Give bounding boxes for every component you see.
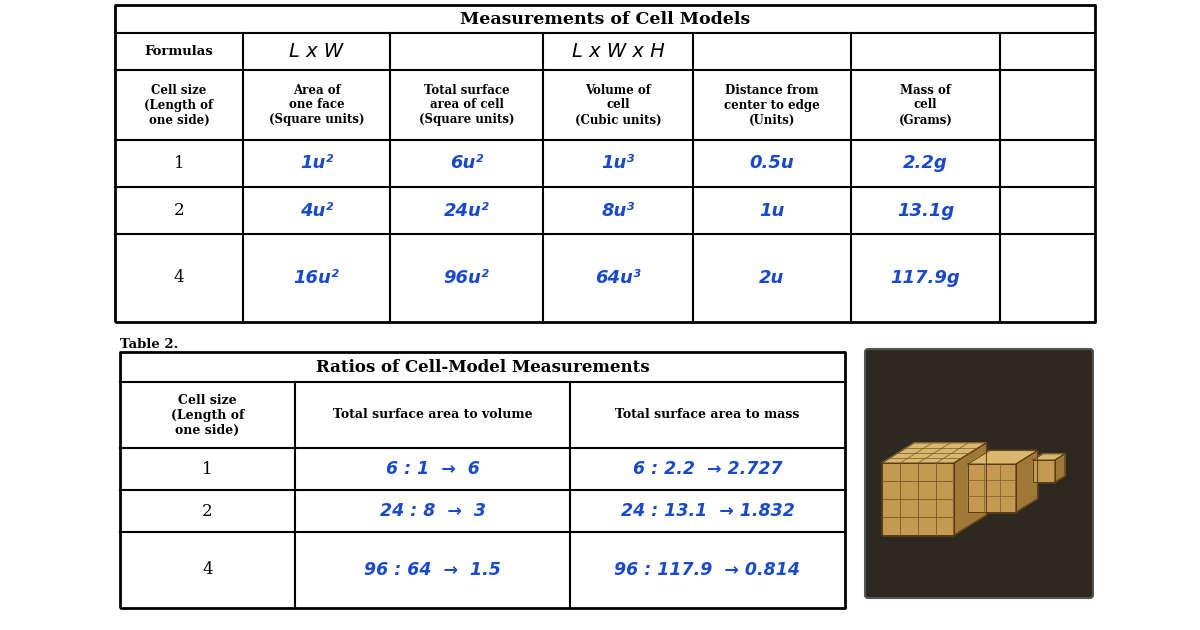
Text: 2: 2 bbox=[202, 503, 212, 520]
Text: 13.1g: 13.1g bbox=[896, 202, 954, 219]
Text: 2u: 2u bbox=[760, 269, 785, 287]
Text: 64u³: 64u³ bbox=[595, 269, 641, 287]
Text: 96u²: 96u² bbox=[444, 269, 490, 287]
Text: L x W x H: L x W x H bbox=[571, 42, 665, 61]
Text: 4u²: 4u² bbox=[300, 202, 334, 219]
Text: Table 2.: Table 2. bbox=[120, 338, 179, 351]
Text: 4: 4 bbox=[202, 561, 212, 578]
Polygon shape bbox=[968, 450, 1038, 464]
Polygon shape bbox=[882, 443, 986, 463]
Text: Total surface area to mass: Total surface area to mass bbox=[616, 408, 799, 421]
Text: 96 : 64  →  1.5: 96 : 64 → 1.5 bbox=[364, 561, 500, 579]
Polygon shape bbox=[968, 464, 1016, 512]
Text: 24u²: 24u² bbox=[444, 202, 490, 219]
Polygon shape bbox=[882, 463, 954, 535]
Text: 6 : 1  →  6: 6 : 1 → 6 bbox=[385, 460, 480, 478]
Polygon shape bbox=[1033, 454, 1064, 460]
Text: 4: 4 bbox=[174, 270, 185, 287]
Text: 117.9g: 117.9g bbox=[890, 269, 960, 287]
Text: Mass of
cell
(Grams): Mass of cell (Grams) bbox=[899, 84, 953, 127]
Polygon shape bbox=[1016, 450, 1038, 512]
Polygon shape bbox=[1033, 460, 1055, 482]
Text: Total surface area to volume: Total surface area to volume bbox=[332, 408, 533, 421]
Text: Area of
one face
(Square units): Area of one face (Square units) bbox=[269, 84, 365, 127]
Text: 16u²: 16u² bbox=[294, 269, 340, 287]
FancyBboxPatch shape bbox=[865, 349, 1093, 598]
Text: Distance from
center to edge
(Units): Distance from center to edge (Units) bbox=[724, 84, 820, 127]
Text: 1: 1 bbox=[174, 155, 185, 172]
Text: 24 : 13.1  → 1.832: 24 : 13.1 → 1.832 bbox=[620, 502, 794, 520]
Bar bbox=[868, 352, 1090, 595]
Text: 0.5u: 0.5u bbox=[750, 154, 794, 173]
Text: 2.2g: 2.2g bbox=[904, 154, 948, 173]
Text: 2: 2 bbox=[174, 202, 185, 219]
Text: 1u²: 1u² bbox=[300, 154, 334, 173]
Polygon shape bbox=[1055, 454, 1064, 482]
Text: Cell size
(Length of
one side): Cell size (Length of one side) bbox=[144, 84, 214, 127]
Text: Formulas: Formulas bbox=[145, 45, 214, 58]
Text: 24 : 8  →  3: 24 : 8 → 3 bbox=[379, 502, 486, 520]
Text: L x W: L x W bbox=[289, 42, 343, 61]
Text: 1u³: 1u³ bbox=[601, 154, 635, 173]
Text: Ratios of Cell-Model Measurements: Ratios of Cell-Model Measurements bbox=[316, 358, 649, 375]
Text: 8u³: 8u³ bbox=[601, 202, 635, 219]
Text: 1: 1 bbox=[202, 461, 212, 478]
Text: 96 : 117.9  → 0.814: 96 : 117.9 → 0.814 bbox=[614, 561, 800, 579]
Text: Total surface
area of cell
(Square units): Total surface area of cell (Square units… bbox=[419, 84, 515, 127]
Text: 6 : 2.2  → 2.727: 6 : 2.2 → 2.727 bbox=[632, 460, 782, 478]
Text: 6u²: 6u² bbox=[450, 154, 484, 173]
Text: 1u: 1u bbox=[760, 202, 785, 219]
Text: Measurements of Cell Models: Measurements of Cell Models bbox=[460, 11, 750, 28]
Polygon shape bbox=[954, 443, 986, 535]
Text: Cell size
(Length of
one side): Cell size (Length of one side) bbox=[170, 394, 244, 437]
Text: Volume of
cell
(Cubic units): Volume of cell (Cubic units) bbox=[575, 84, 661, 127]
